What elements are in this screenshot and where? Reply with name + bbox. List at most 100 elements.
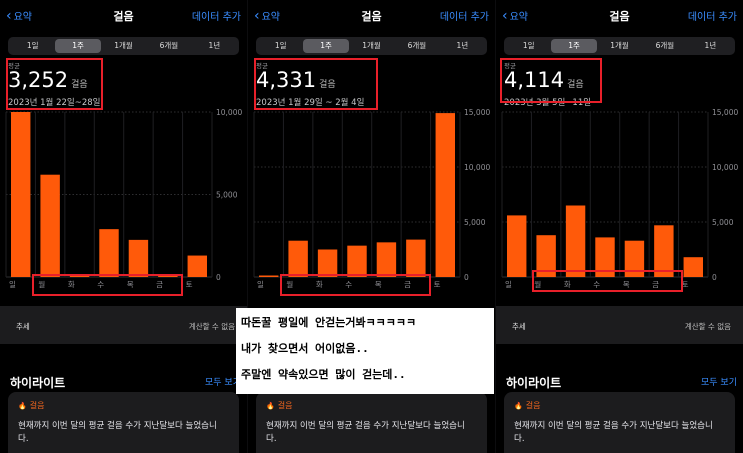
caption-line-1: 내가 찾으면서 어이없음.. [241,342,369,355]
bar-3 [595,237,615,277]
steps-unit: 걸음 [319,80,336,90]
add-data-button[interactable]: 데이터 추가 [191,12,241,23]
date-range: 2023년 1월 22일~28일 [8,98,101,108]
time-range-segmented-control: 1일 1주 1개월 6개월 1년 [256,37,487,55]
bar-1 [40,174,60,277]
segment-2[interactable]: 1개월 [610,41,629,50]
highlight-card[interactable]: 🔥 걸음 현재까지 이번 달의 평균 걸음 수가 지난달보다 늘었습니다. [8,392,239,453]
x-day-label: 일 [257,280,264,289]
x-day-label: 화 [564,280,571,289]
trend-row[interactable]: 추세 계산할 수 없음 [0,306,247,344]
x-day-label: 목 [127,280,134,289]
bar-1 [536,235,556,277]
back-button[interactable]: ‹ 요약 [254,8,281,24]
trend-value: 계산할 수 없음 [188,322,235,331]
highlight-card[interactable]: 🔥 걸음 현재까지 이번 달의 평균 걸음 수가 지난달보다 늘었습니다. [504,392,735,453]
segment-3[interactable]: 6개월 [159,41,179,50]
segment-3[interactable]: 6개월 [655,41,675,50]
time-range-segmented-control: 1일 1주 1개월 6개월 1년 [504,37,735,55]
segment-1[interactable]: 1주 [551,39,597,53]
x-day-label: 목 [623,280,630,289]
bar-4 [376,242,397,277]
segment-4[interactable]: 1년 [208,41,221,50]
card-category-label: 걸음 [525,401,541,410]
highlight-box-average [500,58,602,103]
steps-number: 4,114 [504,68,565,92]
bar-3 [99,229,119,277]
bar-0 [11,112,31,277]
x-day-label: 월 [38,279,45,289]
steps-unit: 걸음 [567,80,584,90]
add-data-button[interactable]: 데이터 추가 [439,12,489,23]
highlight-box-weekdays [280,274,431,296]
y-tick-label: 10,000 [712,163,738,172]
stat-label: 평균 [504,62,516,70]
bar-2 [317,249,338,277]
segment-4[interactable]: 1년 [704,41,717,50]
flame-icon: 🔥 [18,401,27,410]
bar-6 [435,113,455,277]
bar-1 [288,240,308,277]
highlights-title: 하이라이트 [506,376,562,390]
caption-line-0: 따돈꿀 평일에 안걷는거봐ㅋㅋㅋㅋㅋ [241,316,417,329]
y-tick-label: 15,000 [712,108,738,117]
segment-2[interactable]: 1개월 [114,41,133,50]
segment-0[interactable]: 1일 [522,41,535,50]
navigation-bar: ‹ 요약 걸음 데이터 추가 [0,0,247,30]
average-steps-value: 4,114 걸음 [504,68,584,92]
navigation-bar: ‹ 요약 걸음 데이터 추가 [496,0,743,30]
y-tick-label: 15,000 [464,108,490,117]
card-category-label: 걸음 [29,401,45,410]
health-panel-0: ‹ 요약 걸음 데이터 추가 1일 1주 1개월 6개월 1년 평균 3,252 걸음 2023년 1월… [0,0,247,453]
bar-4 [624,240,645,277]
x-day-label: 수 [97,280,104,289]
card-text: 현재까지 이번 달의 평균 걸음 수가 지난달보다 늘었습니다. [266,421,465,444]
steps-bar-chart: 15,000 10,000 5,000 0 일 월 화 수 목 금 토 [501,108,738,289]
steps-number: 4,331 [256,68,317,92]
bar-0 [259,275,279,277]
back-button[interactable]: ‹ 요약 [6,7,33,24]
flame-icon: 🔥 [514,401,523,410]
x-day-label: 금 [652,280,659,289]
bar-6 [683,257,703,277]
x-day-label: 수 [345,280,352,289]
card-category: 🔥 걸음 [266,400,292,411]
segment-0[interactable]: 1일 [26,41,39,50]
y-tick-label: 5,000 [216,191,238,200]
bar-0 [507,215,527,277]
x-day-label: 수 [593,280,600,289]
segment-1[interactable]: 1주 [303,39,349,53]
y-tick-label: 10,000 [464,163,490,172]
y-tick-label: 0 [216,273,221,282]
trend-label: 추세 [512,322,526,331]
segment-1[interactable]: 1주 [55,39,101,53]
time-range-segmented-control: 1일 1주 1개월 6개월 1년 [8,37,239,55]
show-all-link[interactable]: 모두 보기 [701,378,737,388]
segment-4[interactable]: 1년 [456,41,469,50]
caption-line-2: 주말엔 약속있으면 많이 걷는데.. [241,368,406,381]
x-day-label: 금 [404,280,411,289]
segment-3[interactable]: 6개월 [407,41,427,50]
show-all-link[interactable]: 모두 보기 [205,378,241,388]
x-day-label: 목 [375,280,382,289]
bar-5 [158,275,178,277]
x-day-label: 화 [316,280,323,289]
back-label: 요약 [13,12,33,23]
card-category: 🔥 걸음 [18,400,44,411]
segment-0[interactable]: 1일 [274,41,287,50]
chevron-left-icon: ‹ [6,7,12,24]
add-data-button[interactable]: 데이터 추가 [687,12,737,23]
steps-unit: 걸음 [71,80,88,90]
back-button[interactable]: ‹ 요약 [502,7,528,24]
segment-2[interactable]: 1개월 [362,41,381,50]
highlight-box-average [6,58,103,110]
bar-6 [187,255,207,277]
x-day-label: 토 [434,280,441,289]
trend-row[interactable]: 추세 계산할 수 없음 [496,306,743,344]
bar-5 [406,239,426,277]
chevron-left-icon: ‹ [502,7,508,24]
back-label: 요약 [261,12,281,23]
bar-4 [128,239,149,277]
y-tick-label: 0 [464,273,469,282]
